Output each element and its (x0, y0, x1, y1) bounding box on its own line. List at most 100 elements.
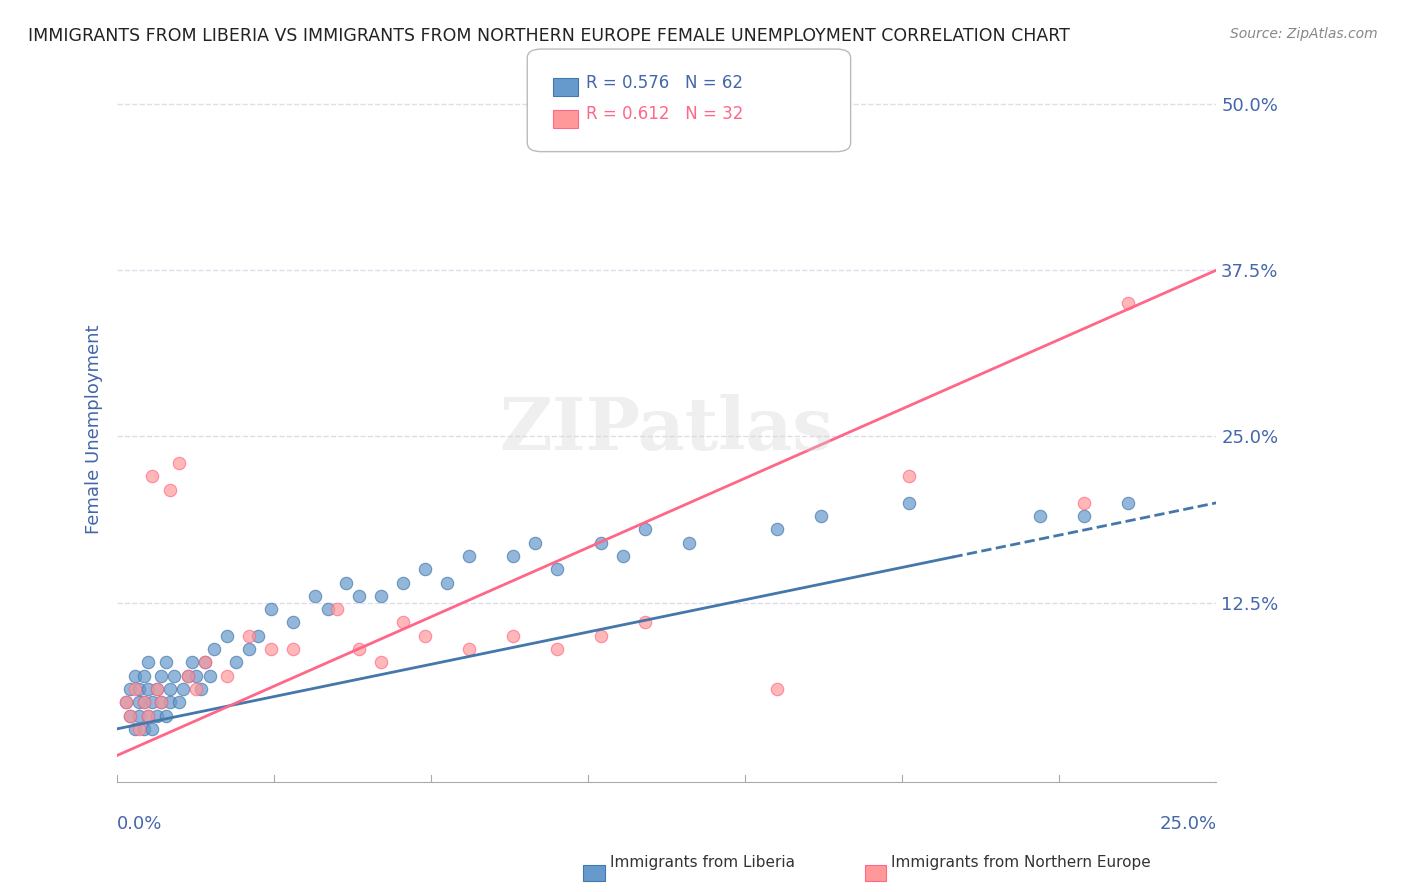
Point (1073, 509, 1095, 524)
Point (436, 575, 458, 590)
Point (176, 668, 198, 682)
Point (457, 642, 479, 657)
Point (765, 523, 787, 537)
Point (198, 668, 221, 682)
Point (523, 535, 546, 549)
Point (167, 456, 190, 470)
Point (132, 695, 155, 709)
Point (502, 629, 524, 643)
Point (136, 708, 159, 723)
Y-axis label: Female Unemployment: Female Unemployment (86, 325, 103, 534)
Point (546, 642, 568, 657)
Point (260, 602, 283, 616)
Point (150, 695, 173, 709)
Text: 25.0%: 25.0% (1159, 815, 1216, 833)
Point (145, 681, 167, 696)
Text: IMMIGRANTS FROM LIBERIA VS IMMIGRANTS FROM NORTHERN EUROPE FEMALE UNEMPLOYMENT C: IMMIGRANTS FROM LIBERIA VS IMMIGRANTS FR… (28, 27, 1070, 45)
Point (238, 629, 260, 643)
Point (457, 549, 479, 563)
Point (120, 681, 142, 696)
Point (260, 642, 283, 657)
Point (132, 668, 155, 682)
Point (163, 668, 186, 682)
Text: 0.0%: 0.0% (117, 815, 163, 833)
Point (1073, 496, 1095, 510)
Point (392, 615, 415, 630)
Point (1029, 509, 1052, 524)
Point (246, 629, 269, 643)
Point (124, 681, 146, 696)
Point (612, 549, 634, 563)
Point (115, 695, 138, 709)
Point (150, 695, 173, 709)
Point (546, 562, 568, 576)
Point (128, 695, 150, 709)
Point (120, 708, 142, 723)
Point (202, 642, 225, 657)
Point (238, 642, 260, 657)
Point (136, 656, 159, 670)
Point (678, 535, 700, 549)
Point (897, 496, 920, 510)
Point (502, 549, 524, 563)
Text: Source: ZipAtlas.com: Source: ZipAtlas.com (1230, 27, 1378, 41)
Text: R = 0.576   N = 62: R = 0.576 N = 62 (586, 74, 744, 92)
Point (326, 602, 349, 616)
Point (120, 708, 142, 723)
Point (1118, 296, 1140, 310)
Point (132, 695, 155, 709)
Point (316, 602, 339, 616)
Point (186, 681, 208, 696)
Text: Immigrants from Liberia: Immigrants from Liberia (610, 855, 796, 870)
Point (159, 483, 181, 497)
Text: Immigrants from Northern Europe: Immigrants from Northern Europe (891, 855, 1152, 870)
Point (124, 722, 146, 736)
Point (150, 668, 173, 682)
Point (115, 695, 138, 709)
Point (347, 642, 370, 657)
Point (132, 722, 155, 736)
Text: R = 0.612   N = 32: R = 0.612 N = 32 (586, 105, 744, 123)
Point (181, 656, 204, 670)
Point (634, 615, 657, 630)
Point (186, 668, 208, 682)
Point (281, 615, 304, 630)
Point (194, 656, 217, 670)
Point (347, 589, 370, 603)
Point (136, 708, 159, 723)
Point (335, 575, 357, 590)
Point (159, 681, 181, 696)
Point (1118, 496, 1140, 510)
Point (145, 708, 167, 723)
Point (167, 695, 190, 709)
Point (589, 535, 612, 549)
Point (370, 656, 392, 670)
Point (136, 681, 159, 696)
Point (217, 668, 239, 682)
Point (128, 722, 150, 736)
Point (159, 695, 181, 709)
Point (141, 722, 163, 736)
Text: ZIPatlas: ZIPatlas (499, 394, 834, 466)
Point (217, 629, 239, 643)
Point (589, 629, 612, 643)
Point (145, 681, 167, 696)
Point (810, 509, 832, 524)
Point (281, 642, 304, 657)
Point (141, 469, 163, 483)
Point (176, 668, 198, 682)
Point (128, 681, 150, 696)
Point (128, 708, 150, 723)
Point (172, 681, 194, 696)
Point (225, 656, 247, 670)
Point (392, 575, 415, 590)
Point (190, 681, 212, 696)
Point (413, 629, 436, 643)
Point (634, 523, 657, 537)
Point (155, 656, 177, 670)
Point (413, 562, 436, 576)
Point (194, 656, 217, 670)
Point (765, 681, 787, 696)
Point (370, 589, 392, 603)
Point (155, 708, 177, 723)
